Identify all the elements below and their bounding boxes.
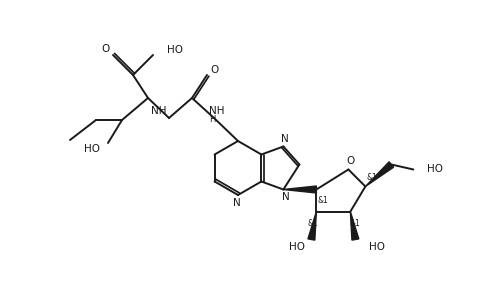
Polygon shape bbox=[307, 211, 316, 240]
Text: O: O bbox=[210, 65, 219, 75]
Text: N: N bbox=[280, 134, 288, 143]
Polygon shape bbox=[283, 186, 316, 193]
Polygon shape bbox=[350, 211, 358, 240]
Text: O: O bbox=[102, 44, 110, 54]
Text: NH: NH bbox=[209, 106, 224, 116]
Text: HO: HO bbox=[289, 242, 305, 253]
Polygon shape bbox=[365, 162, 393, 187]
Text: &1: &1 bbox=[348, 219, 359, 228]
Text: N: N bbox=[281, 192, 289, 202]
Text: HO: HO bbox=[369, 242, 385, 253]
Text: NH: NH bbox=[151, 106, 166, 116]
Text: HO: HO bbox=[426, 164, 442, 175]
Text: N: N bbox=[232, 198, 240, 208]
Text: &1: &1 bbox=[307, 219, 317, 228]
Text: &1: &1 bbox=[365, 173, 376, 182]
Text: H: H bbox=[208, 115, 215, 124]
Text: O: O bbox=[346, 156, 354, 166]
Text: HO: HO bbox=[167, 45, 183, 55]
Text: HO: HO bbox=[84, 144, 100, 154]
Text: &1: &1 bbox=[316, 196, 327, 205]
